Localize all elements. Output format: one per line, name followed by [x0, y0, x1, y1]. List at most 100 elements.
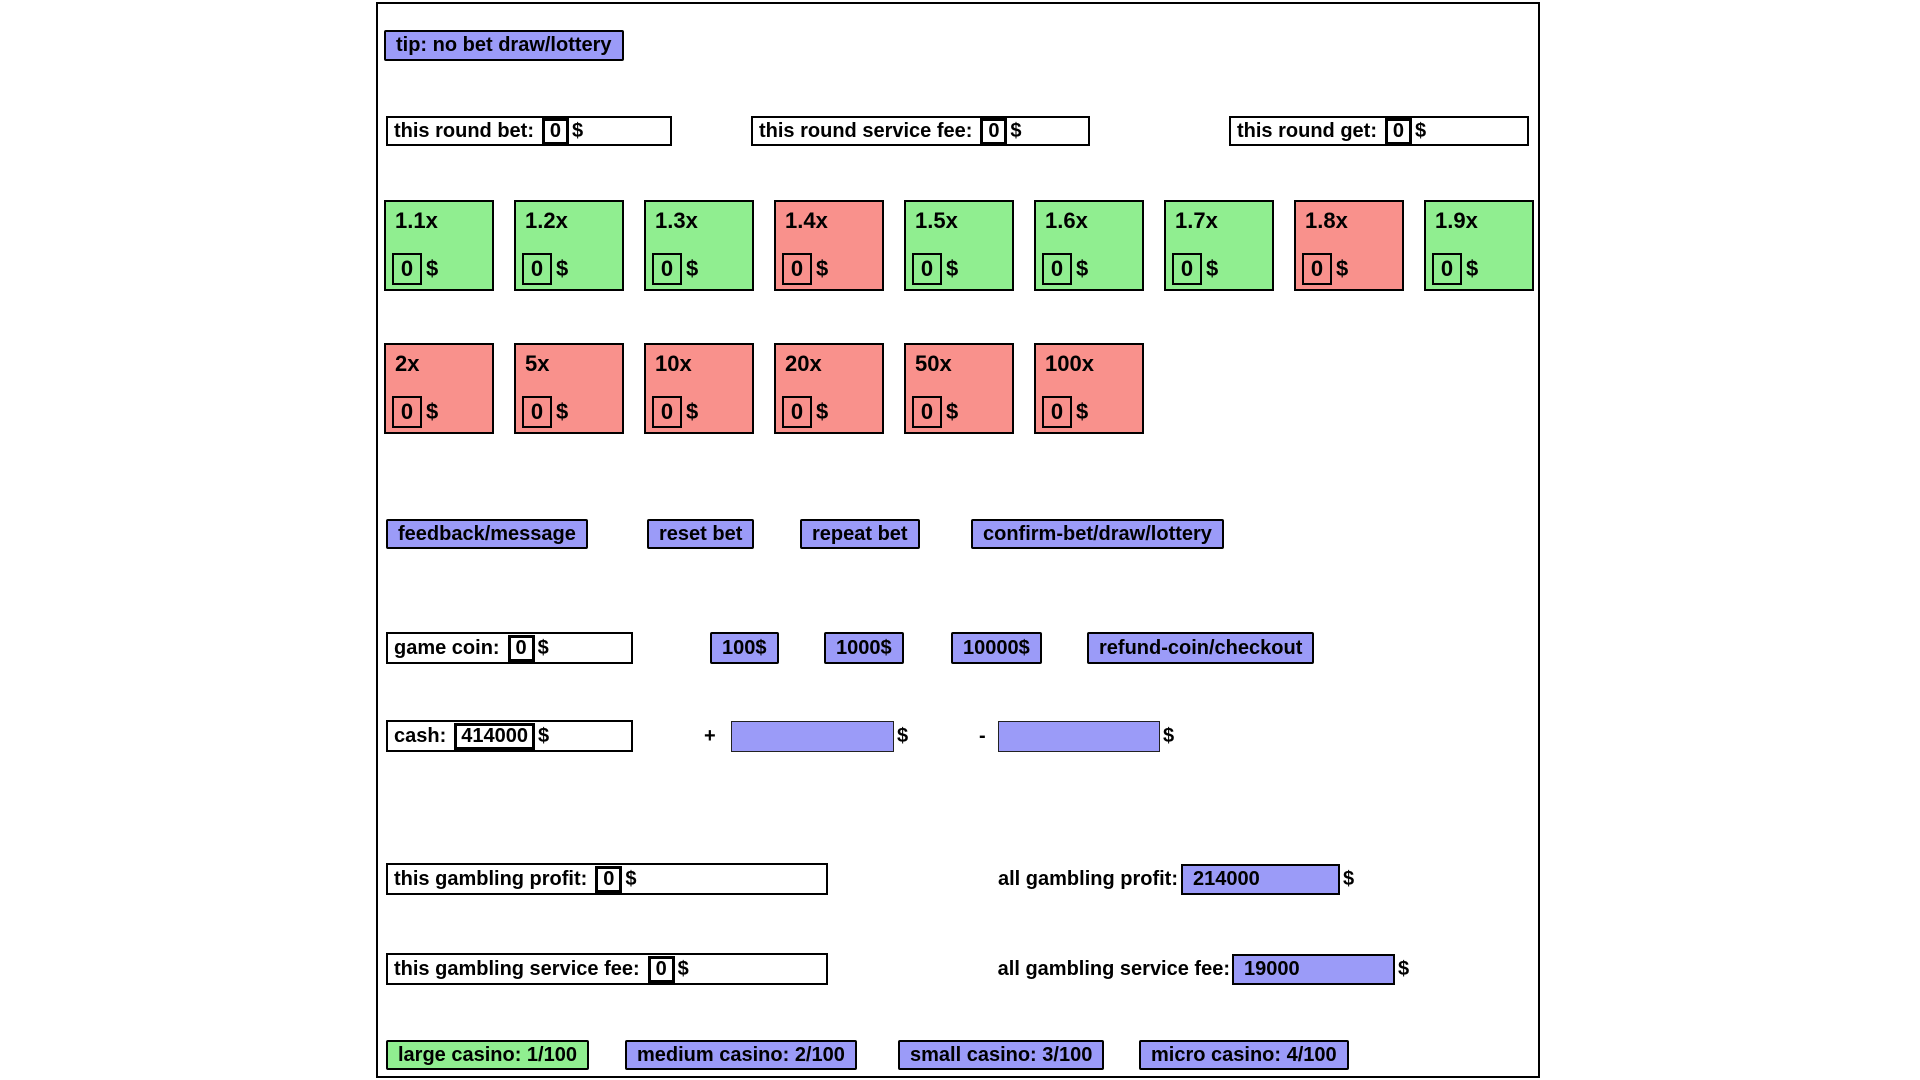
multiplier-label: 1.7x	[1175, 208, 1218, 233]
multiplier-label: 20x	[785, 351, 822, 376]
round-get-value: 0	[1384, 117, 1412, 145]
micro-casino-tab[interactable]: micro casino: 4/100	[1139, 1040, 1349, 1070]
currency-symbol: $	[1343, 867, 1355, 890]
confirm-bet-draw-lottery-button[interactable]: confirm-bet/draw/lottery	[971, 519, 1224, 549]
bet-box-1.4x[interactable]: 1.4x 0 $	[774, 200, 884, 291]
bet-amount-input[interactable]: 0	[782, 253, 812, 285]
bet-box-2x[interactable]: 2x 0 $	[384, 343, 494, 434]
bet-amount-input[interactable]: 0	[1042, 396, 1072, 428]
feedback-message-button[interactable]: feedback/message	[386, 519, 588, 549]
bet-box-1.1x[interactable]: 1.1x 0 $	[384, 200, 494, 291]
cash-value: 414000	[454, 722, 535, 750]
bet-box-1.9x[interactable]: 1.9x 0 $	[1424, 200, 1534, 291]
bet-box-10x[interactable]: 10x 0 $	[644, 343, 754, 434]
tip-banner: tip: no bet draw/lottery	[384, 30, 624, 61]
currency-symbol: $	[897, 724, 909, 747]
currency-symbol: $	[1076, 399, 1089, 424]
bet-box-50x[interactable]: 50x 0 $	[904, 343, 1014, 434]
bet-amount-input[interactable]: 0	[1172, 253, 1202, 285]
game-coin-box: game coin: 0 $	[386, 632, 633, 664]
multiplier-label: 1.3x	[655, 208, 698, 233]
currency-symbol: $	[625, 867, 637, 890]
bet-amount-input[interactable]: 0	[652, 396, 682, 428]
bet-amount-input[interactable]: 0	[652, 253, 682, 285]
bet-amount-input[interactable]: 0	[522, 396, 552, 428]
bet-amount-input[interactable]: 0	[392, 396, 422, 428]
round-bet-label: this round bet:	[394, 119, 534, 142]
currency-symbol: $	[1010, 119, 1022, 142]
cash-deposit-input[interactable]	[731, 720, 894, 752]
currency-symbol: $	[1466, 256, 1479, 281]
currency-symbol: $	[686, 399, 699, 424]
bet-amount-input[interactable]: 0	[392, 253, 422, 285]
multiplier-label: 1.8x	[1305, 208, 1348, 233]
multiplier-label: 5x	[525, 351, 550, 376]
plus-sign: +	[704, 724, 716, 747]
all-gambling-profit-label: all gambling profit:	[998, 867, 1178, 890]
currency-symbol: $	[1076, 256, 1089, 281]
game-coin-value: 0	[507, 634, 535, 662]
currency-symbol: $	[677, 957, 689, 980]
currency-symbol: $	[537, 636, 549, 659]
bet-amount-input[interactable]: 0	[782, 396, 812, 428]
this-gambling-service-fee-value: 0	[647, 955, 675, 983]
multiplier-label: 100x	[1045, 351, 1094, 376]
medium-casino-tab[interactable]: medium casino: 2/100	[625, 1040, 857, 1070]
currency-symbol: $	[1398, 957, 1410, 980]
all-gambling-service-fee-value: 19000	[1232, 953, 1395, 985]
buy-coin-100-button[interactable]: 100$	[710, 632, 779, 664]
minus-sign: -	[979, 724, 986, 747]
bet-amount-input[interactable]: 0	[912, 253, 942, 285]
currency-symbol: $	[426, 256, 439, 281]
round-service-fee-value: 0	[980, 117, 1008, 145]
buy-coin-1000-button[interactable]: 1000$	[824, 632, 904, 664]
this-gambling-profit-box: this gambling profit: 0 $	[386, 863, 828, 895]
cash-withdraw-input[interactable]	[998, 720, 1160, 752]
currency-symbol: $	[946, 399, 959, 424]
bet-box-1.7x[interactable]: 1.7x 0 $	[1164, 200, 1274, 291]
cash-box: cash: 414000 $	[386, 720, 633, 752]
round-service-fee-box: this round service fee: 0 $	[751, 116, 1090, 146]
bet-box-1.5x[interactable]: 1.5x 0 $	[904, 200, 1014, 291]
bet-amount-input[interactable]: 0	[912, 396, 942, 428]
bet-box-1.2x[interactable]: 1.2x 0 $	[514, 200, 624, 291]
round-service-fee-label: this round service fee:	[759, 119, 973, 142]
currency-symbol: $	[1336, 256, 1349, 281]
bet-box-1.6x[interactable]: 1.6x 0 $	[1034, 200, 1144, 291]
multiplier-label: 1.2x	[525, 208, 568, 233]
multiplier-label: 50x	[915, 351, 952, 376]
multiplier-label: 1.9x	[1435, 208, 1478, 233]
bet-amount-input[interactable]: 0	[1302, 253, 1332, 285]
bet-box-20x[interactable]: 20x 0 $	[774, 343, 884, 434]
multiplier-label: 2x	[395, 351, 420, 376]
bet-box-1.3x[interactable]: 1.3x 0 $	[644, 200, 754, 291]
small-casino-tab[interactable]: small casino: 3/100	[898, 1040, 1105, 1070]
this-gambling-profit-label: this gambling profit:	[394, 867, 588, 890]
all-gambling-service-fee-label: all gambling service fee:	[997, 957, 1230, 980]
bet-box-5x[interactable]: 5x 0 $	[514, 343, 624, 434]
currency-symbol: $	[1414, 119, 1427, 142]
this-gambling-service-fee-label: this gambling service fee:	[394, 957, 640, 980]
currency-symbol: $	[816, 399, 829, 424]
bet-amount-input[interactable]: 0	[522, 253, 552, 285]
round-get-label: this round get:	[1237, 119, 1377, 142]
currency-symbol: $	[571, 119, 584, 142]
multiplier-label: 1.4x	[785, 208, 828, 233]
large-casino-tab[interactable]: large casino: 1/100	[386, 1040, 589, 1070]
refund-coin-checkout-button[interactable]: refund-coin/checkout	[1087, 632, 1315, 664]
casino-game-panel: tip: no bet draw/lottery this round bet:…	[376, 2, 1540, 1078]
bet-box-1.8x[interactable]: 1.8x 0 $	[1294, 200, 1404, 291]
buy-coin-10000-button[interactable]: 10000$	[951, 632, 1042, 664]
multiplier-label: 1.6x	[1045, 208, 1088, 233]
bet-amount-input[interactable]: 0	[1042, 253, 1072, 285]
round-get-box: this round get: 0 $	[1229, 116, 1529, 146]
bet-box-100x[interactable]: 100x 0 $	[1034, 343, 1144, 434]
currency-symbol: $	[556, 399, 569, 424]
repeat-bet-button[interactable]: repeat bet	[800, 519, 920, 549]
multiplier-label: 1.1x	[395, 208, 438, 233]
currency-symbol: $	[686, 256, 699, 281]
all-gambling-profit-value: 214000	[1181, 863, 1340, 895]
bet-amount-input[interactable]: 0	[1432, 253, 1462, 285]
reset-bet-button[interactable]: reset bet	[647, 519, 755, 549]
currency-symbol: $	[816, 256, 829, 281]
